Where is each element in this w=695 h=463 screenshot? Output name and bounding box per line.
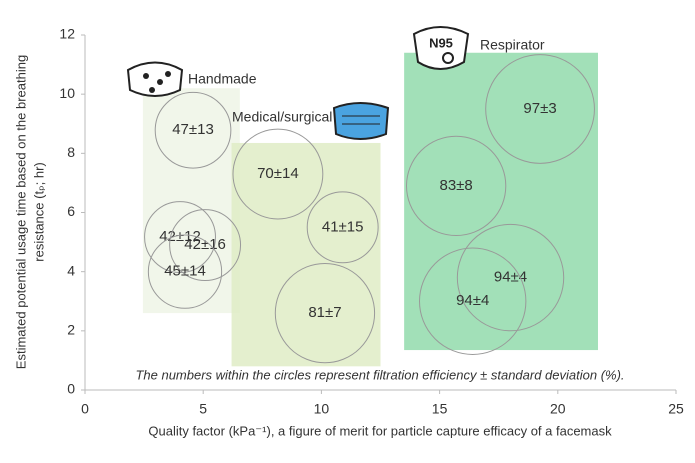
x-tick-label: 10 [314,401,330,417]
bubble-label: 94±4 [456,292,489,309]
y-tick-label: 10 [59,85,75,101]
region-label: Handmade [188,71,257,87]
bubble [306,191,379,264]
x-tick-label: 0 [81,401,89,417]
bubble [232,128,324,220]
region-label: Medical/surgical [232,109,332,125]
bubble [485,54,595,164]
bubbles: 47±1342±1242±1645±1470±1441±1581±783±897… [144,54,595,364]
y-axis-label: Estimated potential usage time based on … [13,55,28,369]
region [231,142,381,367]
bubble-label: 81±7 [308,304,341,321]
icon-text: N95 [429,35,453,50]
x-tick-label: 20 [550,401,566,417]
bubble-label: 94±4 [494,269,527,286]
x-tick-label: 25 [668,401,684,417]
bubble-label: 70±14 [257,165,299,182]
bubble-label: 47±13 [172,121,214,138]
bubble [419,247,527,355]
y-tick-label: 0 [67,381,75,397]
y-axis-label: resistance (tₚ; hr) [31,162,46,261]
x-tick-label: 15 [432,401,448,417]
bubble [147,234,223,309]
handmade-icon [126,61,184,97]
bubble-label: 42±16 [184,236,226,253]
bubble-label: 83±8 [440,177,473,194]
y-tick-label: 4 [67,262,75,278]
bubble-label: 97±3 [523,100,556,117]
bubble-label: 41±15 [322,218,364,235]
bubble [274,262,376,364]
regions [142,52,598,367]
surgical-icon [332,102,390,140]
y-tick-label: 12 [59,26,75,42]
y-tick-label: 2 [67,322,75,338]
y-tick-label: 6 [67,203,75,219]
bubble [154,91,232,169]
annotation: The numbers within the circles represent… [135,367,624,382]
bubble [144,201,216,274]
bubble [169,209,242,282]
region [404,52,598,351]
n95-icon: N95 [412,26,470,70]
region-label: Respirator [480,37,545,53]
bubble-label: 45±14 [164,263,206,280]
bubble [406,135,507,237]
y-tick-label: 8 [67,144,75,160]
x-tick-label: 5 [199,401,207,417]
bubble [456,223,565,332]
x-axis-label: Quality factor (kPa⁻¹), a figure of meri… [148,423,612,438]
